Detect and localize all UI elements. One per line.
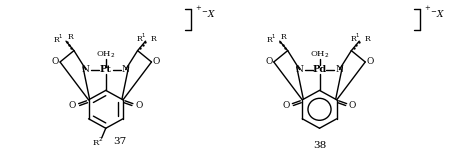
Text: R: R [365,35,370,43]
Text: O: O [349,101,356,110]
Text: R: R [67,33,73,41]
Text: R: R [151,35,156,43]
Text: O: O [283,101,290,110]
Text: Pd: Pd [312,65,327,74]
Text: N: N [296,65,303,74]
Text: O: O [153,58,160,66]
Text: R$^1$: R$^1$ [136,31,147,44]
Text: O: O [51,58,59,66]
Text: O: O [265,58,273,66]
Text: R$^1$: R$^1$ [53,33,64,45]
Text: O: O [69,101,76,110]
Text: R$^1$: R$^1$ [350,31,361,44]
Text: R$^2$: R$^2$ [92,135,104,148]
Text: Pt: Pt [100,65,112,74]
Text: −: − [201,8,207,16]
Text: N: N [336,65,343,74]
Text: 37: 37 [113,137,126,146]
Text: OH$_2$: OH$_2$ [310,49,329,60]
Text: +: + [195,4,201,12]
Text: 38: 38 [313,141,326,150]
Text: +: + [424,4,430,12]
Text: N: N [82,65,90,74]
Text: N: N [122,65,129,74]
Text: X: X [437,10,443,19]
Text: X: X [208,10,214,19]
Text: R$^1$: R$^1$ [266,33,277,45]
Text: −: − [430,8,436,16]
Text: O: O [135,101,143,110]
Text: O: O [366,58,374,66]
Text: R: R [281,33,287,41]
Text: OH$_2$: OH$_2$ [96,49,116,60]
